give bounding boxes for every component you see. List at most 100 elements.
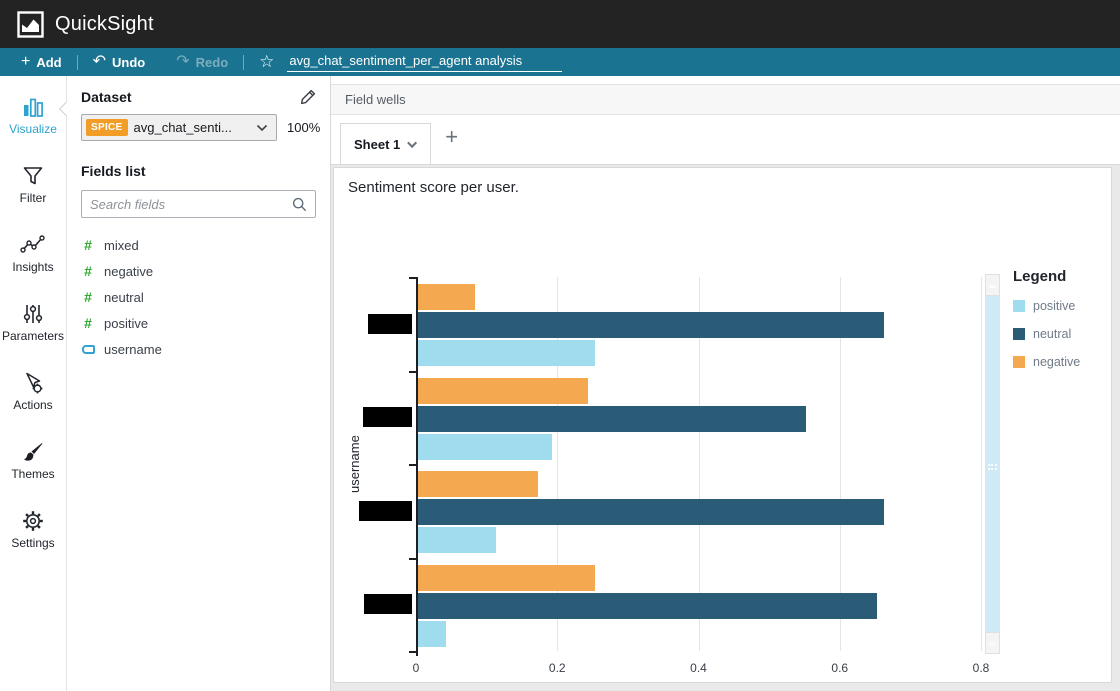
field-wells-bar[interactable]: Field wells	[331, 84, 1120, 115]
main-content: Field wells Sheet 1 + Sentiment score pe…	[331, 76, 1120, 691]
bar-negative[interactable]	[418, 284, 475, 310]
legend-item-positive[interactable]: positive	[1013, 299, 1118, 313]
numeric-field-icon: #	[84, 315, 92, 331]
sidebar-item-parameters[interactable]: Parameters	[2, 302, 64, 343]
add-button[interactable]: + Add	[21, 53, 62, 70]
legend-item-negative[interactable]: negative	[1013, 355, 1118, 369]
left-rail: Visualize Filter Insights	[0, 76, 67, 691]
favorite-star-icon[interactable]: ☆	[259, 52, 275, 71]
trend-line-icon	[20, 235, 45, 253]
toolbar-gap	[160, 55, 161, 70]
undo-button[interactable]: ↶ Undo	[92, 53, 146, 70]
x-tick-label: 0.4	[690, 661, 707, 675]
sheet-tab-bar: Sheet 1 +	[331, 115, 1120, 165]
y-axis-line	[416, 277, 418, 656]
x-tick-label: 0.6	[831, 661, 849, 675]
sidebar-item-settings[interactable]: Settings	[11, 509, 55, 550]
edit-pencil-icon[interactable]	[300, 89, 316, 105]
sidebar-item-themes[interactable]: Themes	[11, 440, 55, 481]
search-icon[interactable]	[292, 197, 307, 212]
chevron-down-icon	[256, 124, 268, 131]
fields-panel: Dataset SPICE avg_chat_senti... 100% Fie…	[58, 76, 331, 691]
numeric-field-icon: #	[84, 263, 92, 279]
pointer-gear-icon	[26, 372, 43, 394]
plus-icon: +	[21, 53, 31, 70]
field-item-mixed[interactable]: # mixed	[81, 232, 316, 258]
sidebar-item-visualize[interactable]: Visualize	[9, 95, 57, 136]
toolbar-divider	[243, 54, 245, 70]
y-axis-tick	[409, 558, 416, 560]
spacer	[331, 76, 1120, 84]
toolbar: + Add ↶ Undo ↷ Redo ☆ avg_chat_sentiment…	[0, 48, 1120, 76]
grid-line	[839, 277, 841, 651]
grid-line	[698, 277, 700, 651]
y-axis-title: username	[347, 435, 362, 493]
workspace: Visualize Filter Insights	[0, 76, 1120, 691]
legend-swatch	[1013, 328, 1025, 340]
y-axis-tick	[409, 371, 416, 373]
field-item-positive[interactable]: # positive	[81, 310, 316, 336]
gear-icon	[23, 511, 43, 531]
chart-title: Sentiment score per user.	[348, 179, 519, 196]
spice-badge: SPICE	[86, 119, 128, 136]
bar-negative[interactable]	[418, 565, 595, 591]
bar-neutral[interactable]	[418, 499, 884, 525]
fields-list-label: Fields list	[81, 163, 146, 179]
field-item-username[interactable]: username	[81, 336, 316, 362]
dataset-label: Dataset	[81, 89, 132, 105]
bar-chart-icon	[24, 98, 43, 117]
x-tick-label: 0.8	[972, 661, 990, 675]
search-fields-box	[81, 190, 316, 218]
bar-neutral[interactable]	[418, 593, 877, 619]
legend-label: negative	[1033, 355, 1081, 369]
add-sheet-button[interactable]: +	[445, 123, 459, 149]
grid-line	[557, 277, 559, 651]
analysis-title-input[interactable]: avg_chat_sentiment_per_agent analysis	[287, 53, 563, 72]
bar-neutral[interactable]	[418, 406, 806, 432]
bar-positive[interactable]	[418, 340, 595, 366]
sidebar-item-filter[interactable]: Filter	[20, 164, 46, 205]
y-axis-tick	[409, 464, 416, 466]
sidebar-item-actions[interactable]: Actions	[13, 371, 53, 412]
y-category-label-redacted	[368, 314, 412, 334]
spice-progress: 100%	[287, 120, 321, 135]
y-category-label-redacted	[363, 407, 412, 427]
legend-item-neutral[interactable]: neutral	[1013, 327, 1118, 341]
dataset-dropdown[interactable]: SPICE avg_chat_senti...	[81, 114, 277, 141]
redo-button[interactable]: ↷ Redo	[176, 53, 229, 70]
bar-negative[interactable]	[418, 471, 538, 497]
sliders-icon	[23, 305, 43, 323]
scrollbar-top-handle[interactable]	[985, 274, 1000, 296]
sidebar-item-insights[interactable]: Insights	[12, 233, 54, 274]
field-item-neutral[interactable]: # neutral	[81, 284, 316, 310]
sheet-canvas: Sentiment score per user. username 0 0.2 0…	[331, 165, 1120, 691]
field-item-negative[interactable]: # negative	[81, 258, 316, 284]
y-category-label-redacted	[364, 594, 412, 614]
redo-icon: ↷	[176, 53, 190, 70]
legend-label: neutral	[1033, 327, 1072, 341]
dataset-name: avg_chat_senti...	[133, 120, 232, 135]
bar-positive[interactable]	[418, 527, 496, 553]
bar-positive[interactable]	[418, 621, 446, 647]
fields-list: # mixed # negative # neutral # positive …	[81, 232, 316, 362]
x-tick-label: 0	[412, 661, 420, 675]
y-axis-tick	[409, 277, 416, 279]
grid-line	[981, 277, 982, 651]
brush-icon	[23, 443, 43, 461]
y-axis-tick	[409, 651, 416, 653]
app-header: QuickSight	[0, 0, 1120, 48]
plot-area: 0 0.2 0.4 0.6 0.8	[359, 277, 989, 675]
quicksight-logo-icon	[17, 10, 44, 38]
bar-neutral[interactable]	[418, 312, 884, 338]
bar-negative[interactable]	[418, 378, 588, 404]
search-fields-input[interactable]	[90, 196, 286, 212]
visual-card[interactable]: Sentiment score per user. username 0 0.2 0…	[333, 167, 1112, 683]
legend-title: Legend	[1013, 268, 1067, 285]
scrollbar-grip[interactable]	[988, 464, 997, 470]
chevron-down-icon	[407, 137, 418, 148]
bar-positive[interactable]	[418, 434, 552, 460]
tab-sheet-1[interactable]: Sheet 1	[340, 123, 432, 164]
scrollbar-bottom-handle[interactable]	[985, 632, 1000, 654]
legend-label: positive	[1033, 299, 1076, 313]
chart-scrollbar[interactable]	[985, 274, 1000, 654]
